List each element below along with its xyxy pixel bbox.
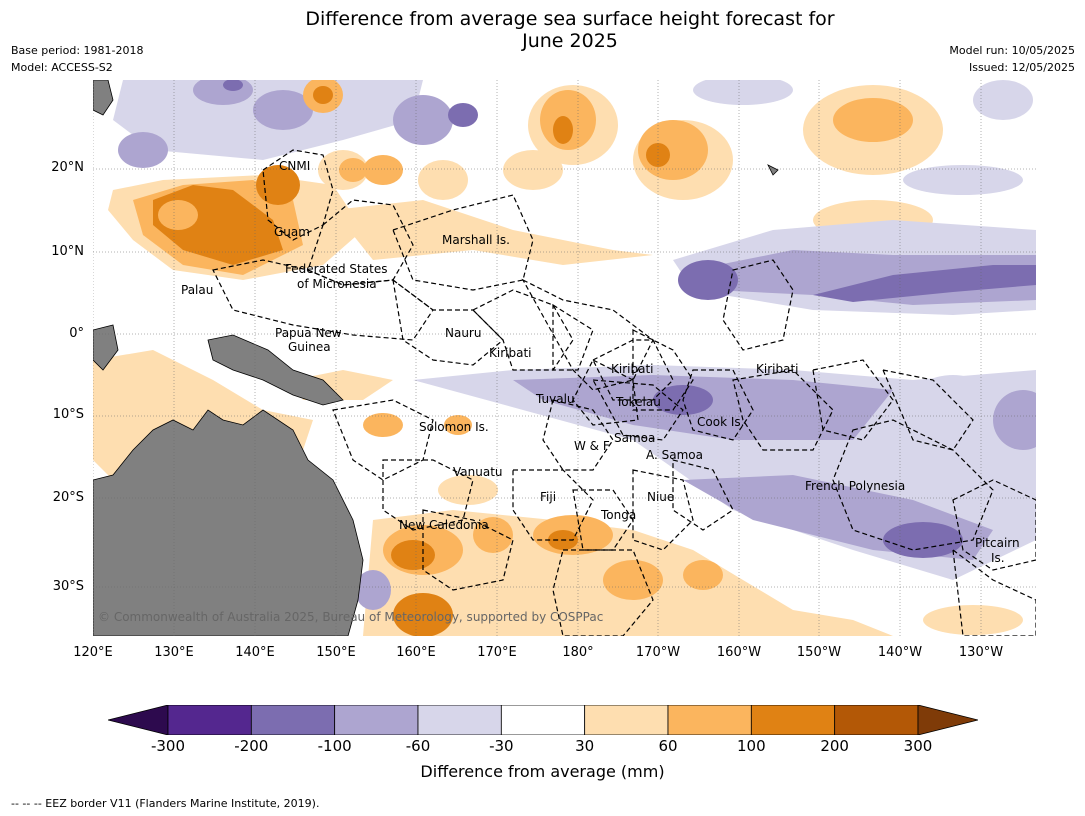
label-png-2: Guinea bbox=[288, 340, 331, 354]
colorbar-tick-label: -100 bbox=[317, 737, 352, 755]
colorbar-tick-label: -300 bbox=[150, 737, 186, 755]
copyright-notice: © Commonwealth of Australia 2025, Bureau… bbox=[98, 610, 603, 624]
base-period: Base period: 1981-2018 bbox=[11, 44, 144, 57]
eez-borders bbox=[212, 149, 1036, 636]
label-fsm-1: Federated States bbox=[285, 262, 387, 276]
label-tokelau: Tokelau bbox=[615, 395, 661, 409]
label-asamoa: A. Samoa bbox=[646, 448, 703, 462]
lon-tick-140w: 140°W bbox=[877, 645, 923, 660]
indonesia-west bbox=[93, 324, 119, 371]
model-run: Model run: 10/05/2025 bbox=[949, 44, 1075, 57]
lat-tick-10n: 10°N bbox=[51, 244, 84, 259]
label-tonga: Tonga bbox=[600, 508, 636, 522]
meta-right: Model run: 10/05/2025 Issued: 12/05/2025 bbox=[949, 42, 1075, 76]
label-vanuatu: Vanuatu bbox=[453, 465, 503, 479]
lat-tick-10s: 10°S bbox=[52, 407, 84, 422]
label-cnmi: CNMI bbox=[279, 159, 310, 173]
colorbar bbox=[108, 705, 978, 735]
colorbar-segment bbox=[750, 705, 836, 735]
australia bbox=[93, 409, 364, 636]
title-line-2: June 2025 bbox=[522, 30, 618, 52]
colorbar-segment bbox=[834, 705, 919, 735]
lon-tick-160w: 160°W bbox=[716, 645, 762, 660]
colorbar-tick-label: 60 bbox=[658, 737, 678, 755]
colorbar-segment bbox=[417, 705, 502, 735]
label-kiribati-1: Kiribati bbox=[489, 346, 531, 360]
colorbar-segment bbox=[250, 705, 336, 735]
lon-tick-130e: 130°E bbox=[154, 645, 194, 660]
lat-tick-30s: 30°S bbox=[52, 579, 84, 594]
hawaii bbox=[767, 164, 779, 176]
colorbar-tick-label: -200 bbox=[234, 737, 269, 755]
graticule bbox=[93, 80, 1036, 636]
new-guinea bbox=[207, 334, 344, 406]
issued-date: Issued: 12/05/2025 bbox=[968, 61, 1075, 74]
meta-left: Base period: 1981-2018 Model: ACCESS-S2 bbox=[11, 42, 143, 76]
lon-tick-120e: 120°E bbox=[73, 645, 113, 660]
title-line-1: Difference from average sea surface heig… bbox=[305, 8, 835, 30]
lat-tick-20n: 20°N bbox=[51, 160, 84, 175]
colorbar-tick-label: 30 bbox=[575, 737, 595, 755]
label-solomon: Solomon Is. bbox=[419, 420, 489, 434]
philippines-north bbox=[93, 80, 114, 116]
colorbar-segment bbox=[334, 705, 419, 735]
land bbox=[93, 80, 779, 636]
colorbar-label: Difference from average (mm) bbox=[420, 762, 665, 781]
label-fiji: Fiji bbox=[540, 490, 556, 504]
colorbar-extend-low bbox=[108, 705, 169, 735]
colorbar-tick-label: 300 bbox=[903, 737, 933, 755]
sea-height-map: CNMI Guam Marshall Is. Federated States … bbox=[93, 80, 1036, 636]
lon-tick-180: 180° bbox=[562, 645, 594, 660]
colorbar-tick-label: 200 bbox=[820, 737, 849, 755]
label-samoa: Samoa bbox=[614, 431, 655, 445]
lon-tick-170w: 170°W bbox=[635, 645, 681, 660]
colorbar-segment bbox=[500, 705, 586, 735]
lon-tick-130w: 130°W bbox=[958, 645, 1004, 660]
label-wf: W & F bbox=[574, 439, 610, 453]
label-guam: Guam bbox=[274, 225, 310, 239]
label-french-polynesia: French Polynesia bbox=[805, 479, 905, 493]
label-fsm-2: of Micronesia bbox=[297, 277, 377, 291]
lon-tick-150e: 150°E bbox=[316, 645, 356, 660]
label-cook: Cook Is. bbox=[697, 415, 744, 429]
colorbar-tick-label: -60 bbox=[405, 737, 431, 755]
colorbar-tick-label: -30 bbox=[489, 737, 514, 755]
label-nauru: Nauru bbox=[445, 326, 481, 340]
lon-tick-150w: 150°W bbox=[796, 645, 842, 660]
model-name: Model: ACCESS-S2 bbox=[11, 61, 113, 74]
map-title: Difference from average sea surface heig… bbox=[0, 8, 1085, 52]
colorbar-tick-label: 100 bbox=[737, 737, 766, 755]
colorbar-segments bbox=[108, 705, 978, 735]
label-new-caledonia: New Caledonia bbox=[399, 518, 489, 532]
lon-tick-160e: 160°E bbox=[396, 645, 436, 660]
lat-tick-0: 0° bbox=[69, 326, 84, 341]
colorbar-extend-high bbox=[917, 705, 978, 735]
lat-tick-20s: 20°S bbox=[52, 490, 84, 505]
colorbar-segment bbox=[667, 705, 752, 735]
label-pitcairn-2: Is. bbox=[991, 551, 1005, 565]
label-png-1: Papua New bbox=[275, 326, 342, 340]
label-marshall: Marshall Is. bbox=[442, 233, 510, 247]
label-kiribati-3: Kiribati bbox=[756, 362, 798, 376]
lon-tick-170e: 170°E bbox=[477, 645, 517, 660]
colorbar-segment bbox=[167, 705, 252, 735]
place-labels: CNMI Guam Marshall Is. Federated States … bbox=[181, 159, 1020, 565]
lon-tick-140e: 140°E bbox=[235, 645, 275, 660]
label-kiribati-2: Kiribati bbox=[611, 362, 653, 376]
label-palau: Palau bbox=[181, 283, 213, 297]
label-tuvalu: Tuvalu bbox=[535, 392, 575, 406]
label-niue: Niue bbox=[647, 490, 674, 504]
footnote: -- -- -- EEZ border V11 (Flanders Marine… bbox=[11, 797, 320, 810]
colorbar-segment bbox=[584, 705, 669, 735]
label-pitcairn-1: Pitcairn bbox=[975, 536, 1020, 550]
